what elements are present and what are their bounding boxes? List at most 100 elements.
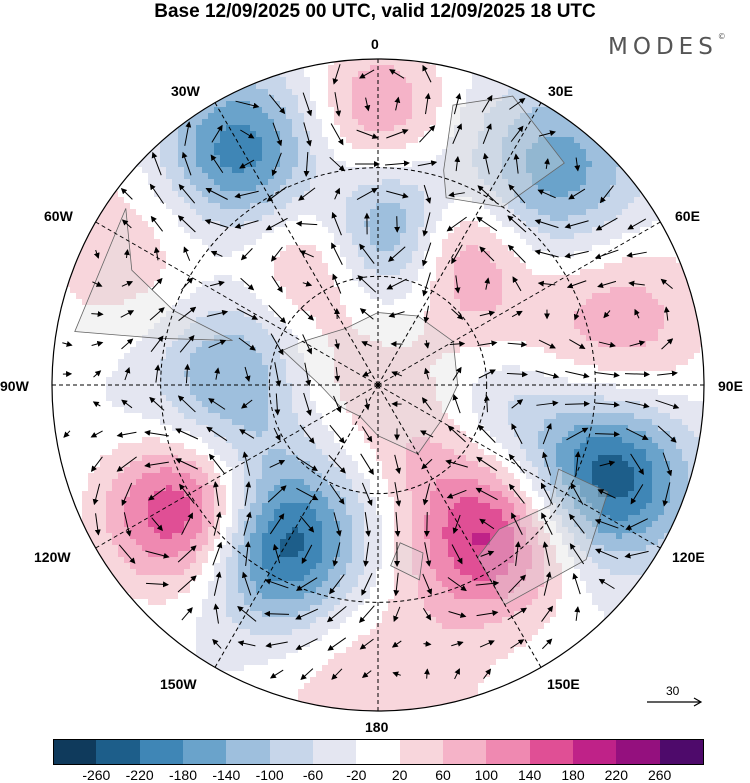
field-cell xyxy=(460,305,467,312)
field-cell xyxy=(484,143,491,150)
field-cell xyxy=(244,287,251,294)
field-cell xyxy=(142,341,149,348)
field-cell xyxy=(550,119,557,126)
field-cell xyxy=(304,209,311,216)
field-cell xyxy=(574,359,581,366)
field-cell xyxy=(484,77,491,84)
field-cell xyxy=(382,143,389,150)
field-cell xyxy=(256,179,263,186)
field-cell xyxy=(424,389,431,396)
field-cell xyxy=(406,287,413,294)
field-cell xyxy=(232,299,239,306)
field-cell xyxy=(196,233,203,240)
field-cell xyxy=(682,365,689,372)
field-cell xyxy=(418,101,425,108)
field-cell xyxy=(514,113,521,120)
field-cell xyxy=(154,347,161,354)
field-cell xyxy=(616,281,623,288)
field-cell xyxy=(76,365,83,372)
field-cell xyxy=(580,227,587,234)
field-cell xyxy=(382,89,389,96)
field-cell xyxy=(202,209,209,216)
field-cell xyxy=(118,323,125,330)
field-cell xyxy=(466,239,473,246)
field-cell xyxy=(538,227,545,234)
field-cell xyxy=(376,203,383,210)
field-cell xyxy=(352,263,359,270)
field-cell xyxy=(412,119,419,126)
field-cell xyxy=(328,311,335,318)
field-cell xyxy=(328,335,335,342)
field-cell xyxy=(268,95,275,102)
field-cell xyxy=(580,377,587,384)
field-cell xyxy=(544,353,551,360)
field-cell xyxy=(106,377,113,384)
field-cell xyxy=(166,305,173,312)
field-cell xyxy=(352,185,359,192)
field-cell xyxy=(154,263,161,270)
field-cell xyxy=(88,263,95,270)
field-cell xyxy=(280,353,287,360)
field-cell xyxy=(568,275,575,282)
field-cell xyxy=(274,239,281,246)
field-cell xyxy=(418,119,425,126)
field-cell xyxy=(106,353,113,360)
field-cell xyxy=(334,125,341,132)
field-cell xyxy=(196,287,203,294)
field-cell xyxy=(532,113,539,120)
field-cell xyxy=(358,335,365,342)
field-cell xyxy=(400,125,407,132)
field-cell xyxy=(310,125,317,132)
field-cell xyxy=(268,191,275,198)
field-cell xyxy=(556,191,563,198)
field-cell xyxy=(310,389,317,396)
field-cell xyxy=(472,365,479,372)
field-cell xyxy=(352,203,359,210)
field-cell xyxy=(544,245,551,252)
field-cell xyxy=(676,371,683,378)
field-cell xyxy=(592,185,599,192)
field-cell xyxy=(190,233,197,240)
field-cell xyxy=(310,209,317,216)
field-cell xyxy=(646,221,653,228)
field-cell xyxy=(256,347,263,354)
field-cell xyxy=(262,335,269,342)
field-cell xyxy=(304,77,311,84)
field-cell xyxy=(148,209,155,216)
field-cell xyxy=(334,353,341,360)
field-cell xyxy=(286,149,293,156)
field-cell xyxy=(550,353,557,360)
field-cell xyxy=(196,203,203,210)
field-cell xyxy=(592,347,599,354)
field-cell xyxy=(634,263,641,270)
field-cell xyxy=(460,275,467,282)
field-cell xyxy=(316,365,323,372)
field-cell xyxy=(208,239,215,246)
field-cell xyxy=(184,287,191,294)
field-cell xyxy=(82,245,89,252)
field-cell xyxy=(406,71,413,78)
field-cell xyxy=(574,239,581,246)
field-cell xyxy=(628,389,635,396)
field-cell xyxy=(382,347,389,354)
field-cell xyxy=(448,347,455,354)
field-cell xyxy=(466,215,473,222)
field-cell xyxy=(334,185,341,192)
field-cell xyxy=(280,251,287,258)
field-cell xyxy=(244,107,251,114)
field-cell xyxy=(184,389,191,396)
field-cell xyxy=(460,221,467,228)
field-cell xyxy=(610,215,617,222)
field-cell xyxy=(136,191,143,198)
field-cell xyxy=(676,359,683,366)
field-cell xyxy=(520,245,527,252)
field-cell xyxy=(526,197,533,204)
field-cell xyxy=(670,245,677,252)
field-cell xyxy=(532,119,539,126)
field-cell xyxy=(106,209,113,216)
field-cell xyxy=(412,125,419,132)
field-cell xyxy=(58,365,65,372)
field-cell xyxy=(286,107,293,114)
field-cell xyxy=(448,317,455,324)
field-cell xyxy=(460,113,467,120)
